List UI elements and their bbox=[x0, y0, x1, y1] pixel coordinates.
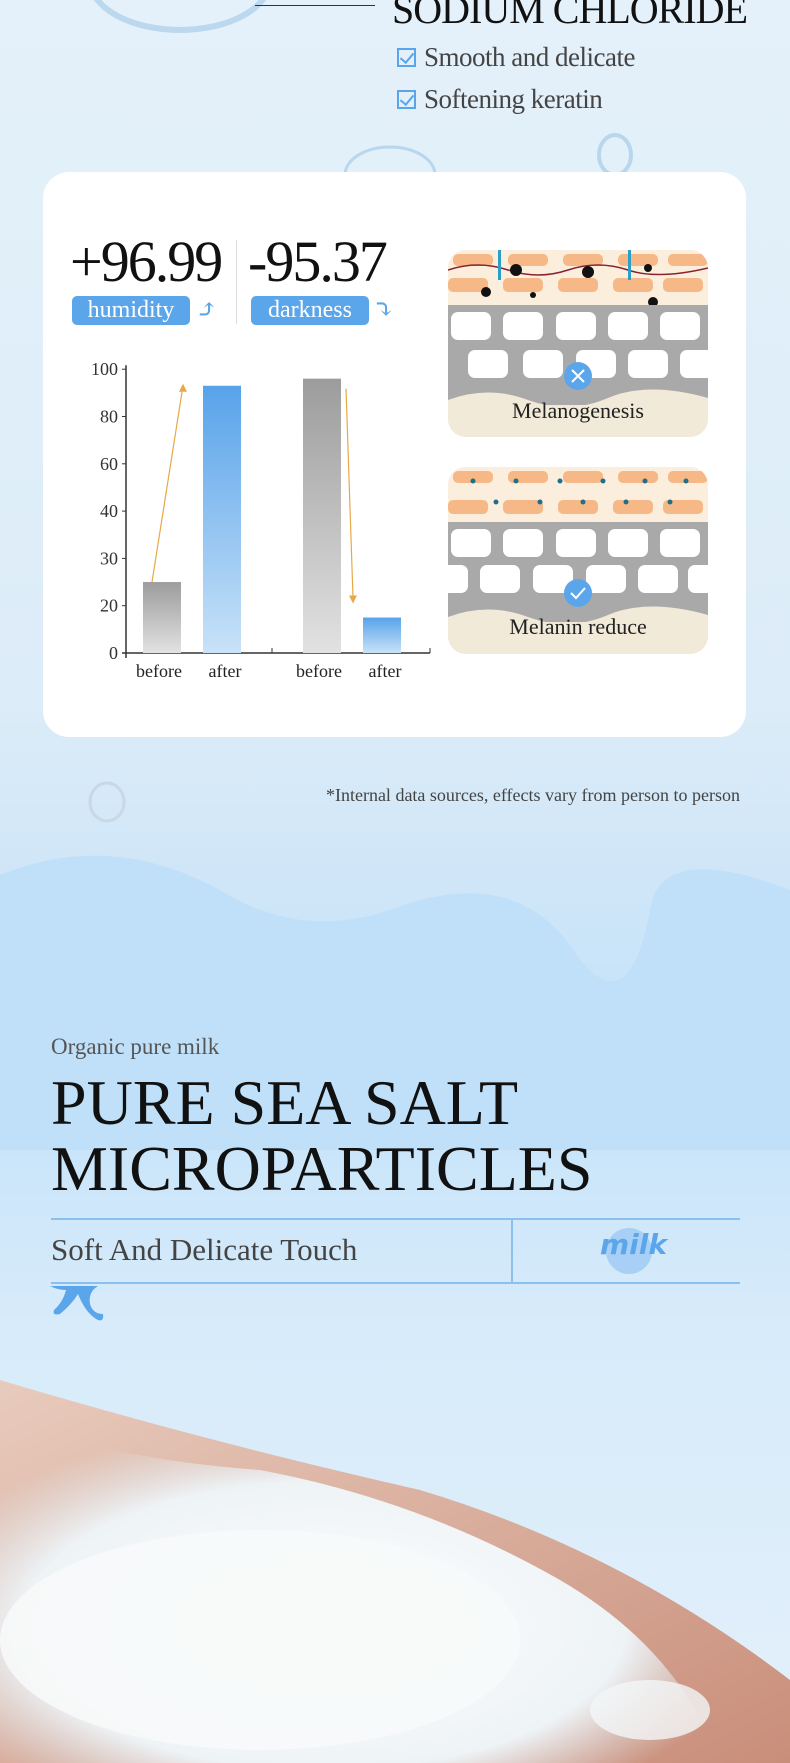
illustration-label: Melanogenesis bbox=[512, 398, 644, 423]
headline-line-2: MICROPARTICLES bbox=[51, 1133, 593, 1204]
footnote: *Internal data sources, effects vary fro… bbox=[325, 785, 740, 805]
humidity-badge: humidity bbox=[72, 296, 190, 325]
ingredient-title: SODIUM CHLORIDE bbox=[392, 0, 748, 32]
bar-after bbox=[363, 617, 401, 653]
y-tick-label: 40 bbox=[100, 501, 118, 521]
divider bbox=[51, 1282, 740, 1284]
milk-logo-circle bbox=[606, 1228, 652, 1274]
milk-splash-icon bbox=[50, 1286, 104, 1321]
trend-arrow bbox=[151, 385, 184, 583]
bar-after bbox=[203, 385, 241, 653]
x-tick-label: before bbox=[136, 661, 182, 681]
y-tick-label: 60 bbox=[100, 454, 118, 474]
arrowhead-icon bbox=[349, 595, 357, 604]
illustration-label: Melanin reduce bbox=[509, 614, 647, 639]
checkbox-icon bbox=[397, 90, 416, 109]
bar-chart: 0 20 30 40 60 80 100 before after before after bbox=[91, 359, 431, 681]
x-tick-label: after bbox=[369, 661, 402, 681]
melanin-reduce-illustration: Melanin reduce bbox=[448, 467, 708, 654]
headline-line-1: PURE SEA SALT bbox=[51, 1067, 519, 1138]
arrow-up-icon: ⤴ bbox=[196, 295, 218, 324]
arrowhead-icon bbox=[179, 383, 187, 392]
divider bbox=[51, 1218, 740, 1220]
benefit-item: Smooth and delicate bbox=[397, 42, 635, 73]
water-drop-icon bbox=[88, 781, 126, 823]
milk-wave bbox=[0, 855, 790, 1150]
checkbox-icon bbox=[397, 48, 416, 67]
y-tick-label: 80 bbox=[100, 407, 118, 427]
sea-salt-on-skin-photo bbox=[0, 1380, 790, 1763]
darkness-value: -95.37 bbox=[248, 229, 388, 294]
subtitle: Soft And Delicate Touch bbox=[51, 1232, 358, 1267]
divider bbox=[236, 240, 237, 324]
milk-logo: milk bbox=[600, 1228, 667, 1261]
skin-layer-graphic bbox=[448, 467, 708, 654]
bar-before bbox=[303, 378, 341, 653]
benefit-item: Softening keratin bbox=[397, 84, 603, 115]
humidity-value: +96.99 bbox=[70, 229, 223, 294]
pointer-line bbox=[255, 5, 375, 6]
trend-arrow bbox=[345, 388, 354, 598]
darkness-badge: darkness bbox=[251, 296, 369, 325]
arrow-down-icon: ⤵ bbox=[373, 295, 395, 324]
melanogenesis-illustration: Melanogenesis bbox=[448, 250, 708, 437]
y-tick-label: 0 bbox=[109, 643, 118, 663]
water-bubble-icon bbox=[93, 0, 267, 33]
y-tick-label: 20 bbox=[100, 596, 118, 616]
divider bbox=[511, 1218, 513, 1282]
eyebrow-text: Organic pure milk bbox=[51, 1034, 220, 1059]
x-tick-label: before bbox=[296, 661, 342, 681]
skin-layer-graphic bbox=[448, 250, 708, 437]
benefit-text: Softening keratin bbox=[424, 84, 603, 114]
bar-before bbox=[143, 582, 181, 653]
benefit-text: Smooth and delicate bbox=[424, 42, 635, 72]
check-icon bbox=[564, 579, 592, 607]
y-tick-label: 100 bbox=[91, 359, 118, 379]
y-tick-label: 30 bbox=[100, 548, 118, 568]
x-tick-label: after bbox=[209, 661, 242, 681]
